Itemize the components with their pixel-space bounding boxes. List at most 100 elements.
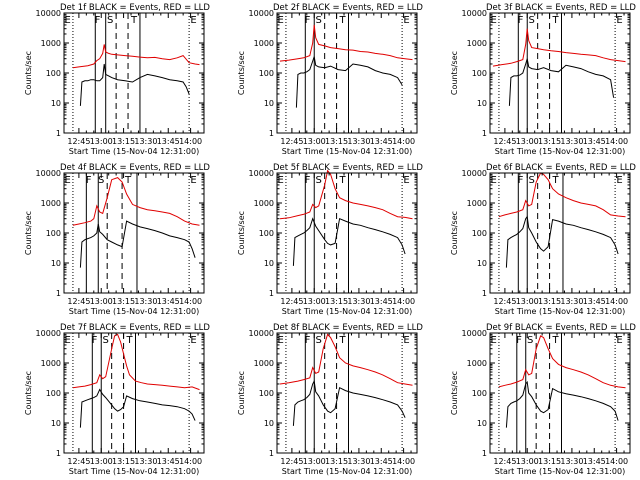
region-label: F xyxy=(305,15,311,26)
x-axis-label: Start Time (15-Nov-04 12:31:00) xyxy=(495,307,625,316)
region-label: E xyxy=(278,175,284,186)
x-tick-label: 14:00 xyxy=(605,137,628,146)
y-tick-label: 10 xyxy=(51,259,61,268)
y-tick-label: 100 xyxy=(472,389,487,398)
y-tick-label: 1000 xyxy=(254,199,274,208)
region-label: T xyxy=(338,175,346,186)
y-tick-label: 1000 xyxy=(467,199,487,208)
chart-panel-1: Det 1f BLACK = Events, RED = LLD E F S T E 1 10… xyxy=(24,3,210,156)
y-tick-label: 1000 xyxy=(467,359,487,368)
y-tick-label: 1 xyxy=(482,449,487,458)
series-lld-line xyxy=(279,169,413,220)
x-tick-label: 12:45 xyxy=(493,297,516,306)
region-label: E xyxy=(190,15,196,26)
y-tick-label: 1 xyxy=(56,449,61,458)
y-tick-label: 1 xyxy=(269,449,274,458)
x-tick-label: 13:15 xyxy=(325,137,348,146)
x-tick-label: 12:45 xyxy=(280,137,303,146)
x-tick-label: 13:00 xyxy=(90,297,113,306)
x-tick-label: 14:00 xyxy=(605,297,628,306)
y-tick-label: 1 xyxy=(56,129,61,138)
region-label: F xyxy=(305,175,311,186)
region-label: E xyxy=(616,175,622,186)
x-tick-label: 14:00 xyxy=(392,457,415,466)
x-tick-label: 13:15 xyxy=(325,457,348,466)
region-label: E xyxy=(278,335,284,346)
y-tick-label: 1000 xyxy=(41,359,61,368)
x-tick-label: 13:00 xyxy=(516,297,539,306)
plot-frame xyxy=(276,332,418,454)
x-tick-label: 13:00 xyxy=(90,137,113,146)
y-tick-label: 1 xyxy=(269,289,274,298)
series-events-line xyxy=(508,58,615,106)
y-tick-label: 10000 xyxy=(462,169,487,178)
chart-panel-2: Det 2f BLACK = Events, RED = LLD E F S T E 1 10… xyxy=(237,3,423,156)
region-label: E xyxy=(65,175,71,186)
y-tick-label: 10000 xyxy=(36,9,61,18)
plot-frame xyxy=(276,172,418,294)
x-tick-label: 13:15 xyxy=(538,137,561,146)
region-label: T xyxy=(551,15,559,26)
x-tick-label: 13:15 xyxy=(325,297,348,306)
y-tick-label: 1 xyxy=(482,289,487,298)
series-lld-line xyxy=(72,333,200,391)
x-tick-label: 14:00 xyxy=(179,457,202,466)
series-events-line xyxy=(292,217,406,266)
x-axis-label: Start Time (15-Nov-04 12:31:00) xyxy=(495,147,625,156)
region-label: E xyxy=(491,175,497,186)
x-axis-label: Start Time (15-Nov-04 12:31:00) xyxy=(69,147,199,156)
region-label: S xyxy=(316,335,322,346)
plot-frame xyxy=(63,12,205,134)
x-axis-label: Start Time (15-Nov-04 12:31:00) xyxy=(69,467,199,476)
region-label: T xyxy=(124,175,132,186)
x-tick-label: 12:45 xyxy=(493,137,516,146)
x-tick-label: 13:15 xyxy=(112,297,135,306)
x-tick-label: 13:45 xyxy=(583,457,606,466)
series-events-line xyxy=(79,220,196,268)
y-tick-label: 10000 xyxy=(36,329,61,338)
x-tick-label: 13:00 xyxy=(303,457,326,466)
x-axis-label: Start Time (15-Nov-04 12:31:00) xyxy=(495,467,625,476)
region-label: T xyxy=(125,335,133,346)
series-events-line xyxy=(295,56,403,108)
x-tick-label: 14:00 xyxy=(179,297,202,306)
y-tick-label: 10 xyxy=(264,259,274,268)
y-tick-label: 10 xyxy=(51,419,61,428)
y-tick-label: 10000 xyxy=(462,9,487,18)
x-tick-label: 13:45 xyxy=(370,297,393,306)
region-label: E xyxy=(403,15,409,26)
x-tick-label: 13:15 xyxy=(538,297,561,306)
chart-panel-9: Det 9f BLACK = Events, RED = LLD E F S T E 1 10… xyxy=(450,323,636,476)
y-axis-label: Counts/sec xyxy=(24,211,33,255)
y-tick-label: 10000 xyxy=(36,169,61,178)
x-tick-label: 13:00 xyxy=(303,137,326,146)
y-tick-label: 1000 xyxy=(41,39,61,48)
x-tick-label: 14:00 xyxy=(605,457,628,466)
region-label: T xyxy=(551,335,559,346)
y-tick-label: 1000 xyxy=(254,39,274,48)
y-tick-label: 1000 xyxy=(41,199,61,208)
chart-panel-6: Det 6f BLACK = Events, RED = LLD E F S T E 1 10… xyxy=(450,163,636,316)
region-label: S xyxy=(316,175,322,186)
series-lld-line xyxy=(279,24,413,62)
y-tick-label: 10 xyxy=(51,99,61,108)
series-lld-line xyxy=(498,335,626,389)
region-label: E xyxy=(403,335,409,346)
y-tick-label: 100 xyxy=(46,229,61,238)
region-label: S xyxy=(98,175,104,186)
x-tick-label: 13:45 xyxy=(370,457,393,466)
y-tick-label: 100 xyxy=(472,229,487,238)
x-tick-label: 13:30 xyxy=(134,137,157,146)
x-tick-label: 13:45 xyxy=(157,457,180,466)
y-tick-label: 100 xyxy=(472,69,487,78)
x-tick-label: 12:45 xyxy=(493,457,516,466)
x-tick-label: 13:30 xyxy=(347,297,370,306)
x-tick-label: 12:45 xyxy=(67,297,90,306)
region-label: T xyxy=(338,15,346,26)
y-tick-label: 10000 xyxy=(462,329,487,338)
region-label: E xyxy=(491,335,497,346)
region-label: F xyxy=(92,335,98,346)
series-lld-line xyxy=(72,177,200,226)
chart-title: Det 1f BLACK = Events, RED = LLD xyxy=(60,3,210,13)
x-axis-label: Start Time (15-Nov-04 12:31:00) xyxy=(69,307,199,316)
